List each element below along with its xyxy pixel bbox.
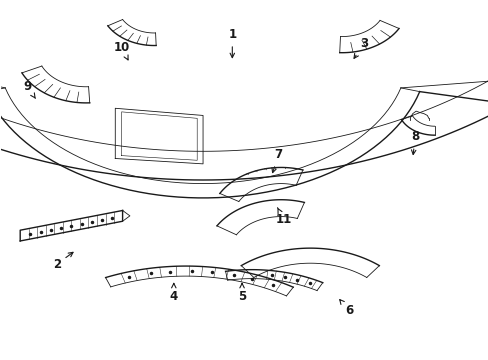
Text: 2: 2 [53, 252, 73, 271]
Text: 6: 6 [339, 300, 353, 318]
Text: 11: 11 [275, 208, 291, 226]
Text: 3: 3 [353, 37, 367, 58]
Text: 8: 8 [410, 130, 418, 154]
Text: 4: 4 [169, 283, 178, 303]
Text: 5: 5 [238, 283, 245, 303]
Polygon shape [20, 211, 122, 241]
Text: 7: 7 [271, 148, 282, 172]
Text: 1: 1 [228, 28, 236, 58]
Text: 9: 9 [23, 80, 35, 98]
Text: 10: 10 [113, 41, 129, 60]
